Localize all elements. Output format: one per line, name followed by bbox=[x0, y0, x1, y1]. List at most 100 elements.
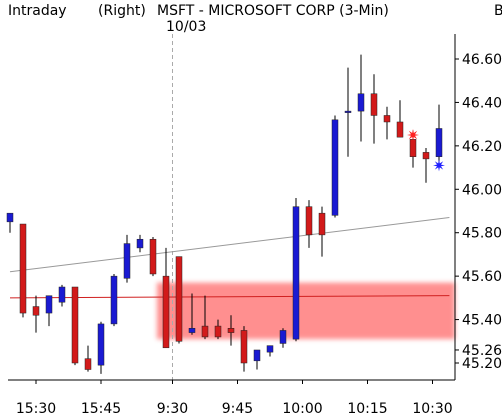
candle-body bbox=[344, 110, 352, 113]
interval-label: Intraday bbox=[8, 3, 67, 19]
candle bbox=[331, 115, 339, 218]
candle-body bbox=[331, 119, 339, 216]
candle-body bbox=[422, 152, 430, 160]
candle bbox=[344, 67, 352, 157]
candle-body bbox=[58, 286, 66, 303]
candle bbox=[32, 295, 40, 333]
candle-body bbox=[253, 349, 261, 362]
edge-mark: B bbox=[494, 3, 502, 19]
candle-body bbox=[279, 330, 287, 344]
candle bbox=[201, 295, 209, 340]
candle bbox=[58, 284, 66, 307]
candle-body bbox=[71, 286, 79, 364]
candle-body bbox=[214, 325, 222, 338]
candle bbox=[149, 237, 157, 277]
candle bbox=[84, 345, 92, 372]
candle bbox=[71, 286, 79, 366]
axes: 46.60 46.40 46.20 46.00 45.80 45.60 45.40 45.26… bbox=[8, 34, 502, 416]
candle bbox=[188, 293, 196, 335]
candle bbox=[162, 247, 170, 349]
candle bbox=[266, 345, 274, 357]
candle-body bbox=[6, 212, 14, 223]
candle-body bbox=[305, 206, 313, 236]
candle bbox=[383, 106, 391, 140]
candle bbox=[357, 54, 365, 142]
candle-body bbox=[227, 328, 235, 333]
sell-signal-marker bbox=[407, 129, 419, 141]
candle bbox=[422, 148, 430, 183]
y-tick-label: 46.60 bbox=[462, 52, 502, 68]
candle bbox=[214, 319, 222, 340]
candle bbox=[97, 321, 105, 374]
candle bbox=[6, 212, 14, 233]
x-tick-label: 10:15 bbox=[347, 401, 387, 416]
candle-body bbox=[396, 121, 404, 138]
candle bbox=[136, 234, 144, 253]
candle-body bbox=[84, 358, 92, 370]
candle-body bbox=[175, 256, 183, 342]
candle bbox=[305, 200, 313, 248]
x-tick-label: 10:30 bbox=[412, 401, 452, 416]
chart-header: Intraday (Right) MSFT - MICROSOFT CORP (… bbox=[8, 3, 502, 35]
y-tick-label: 46.00 bbox=[462, 182, 502, 198]
candle-body bbox=[266, 345, 274, 353]
candle-body bbox=[19, 223, 27, 314]
x-tick-label: 15:45 bbox=[81, 401, 121, 416]
candle-body bbox=[292, 206, 300, 340]
candle-body bbox=[435, 128, 443, 157]
candle-body bbox=[240, 330, 248, 364]
y-tick-label: 46.20 bbox=[462, 139, 502, 155]
x-tick-label: 10:00 bbox=[282, 401, 322, 416]
candle bbox=[240, 326, 248, 372]
candle bbox=[292, 197, 300, 342]
candle-body bbox=[45, 295, 53, 314]
candle bbox=[435, 104, 443, 164]
candle-body bbox=[318, 212, 326, 236]
candle bbox=[123, 234, 131, 283]
candle-body bbox=[357, 93, 365, 112]
y-tick-label: 45.20 bbox=[462, 356, 502, 372]
candle bbox=[279, 328, 287, 348]
y-tick-label: 45.26 bbox=[462, 343, 502, 359]
candle-body bbox=[188, 328, 196, 333]
candle-body bbox=[136, 238, 144, 249]
candle-body bbox=[409, 139, 417, 157]
axis-side-label: (Right) bbox=[98, 3, 146, 19]
zone-band bbox=[156, 282, 455, 340]
signal-markers bbox=[407, 129, 445, 172]
x-tick-label: 9:30 bbox=[157, 401, 188, 416]
y-tick-label: 46.40 bbox=[462, 95, 502, 111]
candle bbox=[370, 74, 378, 144]
y-tick-label: 45.60 bbox=[462, 269, 502, 285]
date-label: 10/03 bbox=[166, 19, 206, 35]
ma-line bbox=[9, 217, 450, 273]
candle bbox=[318, 206, 326, 257]
candle-body bbox=[162, 275, 170, 349]
y-tick-label: 45.40 bbox=[462, 313, 502, 329]
candle-body bbox=[383, 115, 391, 123]
candle-body bbox=[97, 323, 105, 366]
x-tick-label: 9:45 bbox=[222, 401, 253, 416]
x-tick-label: 15:30 bbox=[16, 401, 56, 416]
candle bbox=[396, 100, 404, 138]
candle-body bbox=[370, 93, 378, 116]
candle-body bbox=[201, 325, 209, 338]
band-rect bbox=[156, 282, 455, 340]
candle-body bbox=[32, 306, 40, 316]
candle bbox=[253, 349, 261, 370]
candle-body bbox=[149, 238, 157, 275]
candle bbox=[19, 223, 27, 318]
moving-averages bbox=[9, 217, 450, 299]
buy-signal-marker bbox=[433, 159, 445, 172]
candle bbox=[227, 315, 235, 346]
candle bbox=[110, 273, 118, 327]
candle-body bbox=[110, 275, 118, 325]
candles bbox=[6, 54, 443, 374]
ma-line bbox=[9, 295, 450, 299]
candle bbox=[45, 295, 53, 327]
candle bbox=[175, 256, 183, 344]
candle-body bbox=[123, 243, 131, 279]
y-tick-label: 45.80 bbox=[462, 226, 502, 242]
chart-title: MSFT - MICROSOFT CORP (3-Min) bbox=[157, 3, 389, 19]
